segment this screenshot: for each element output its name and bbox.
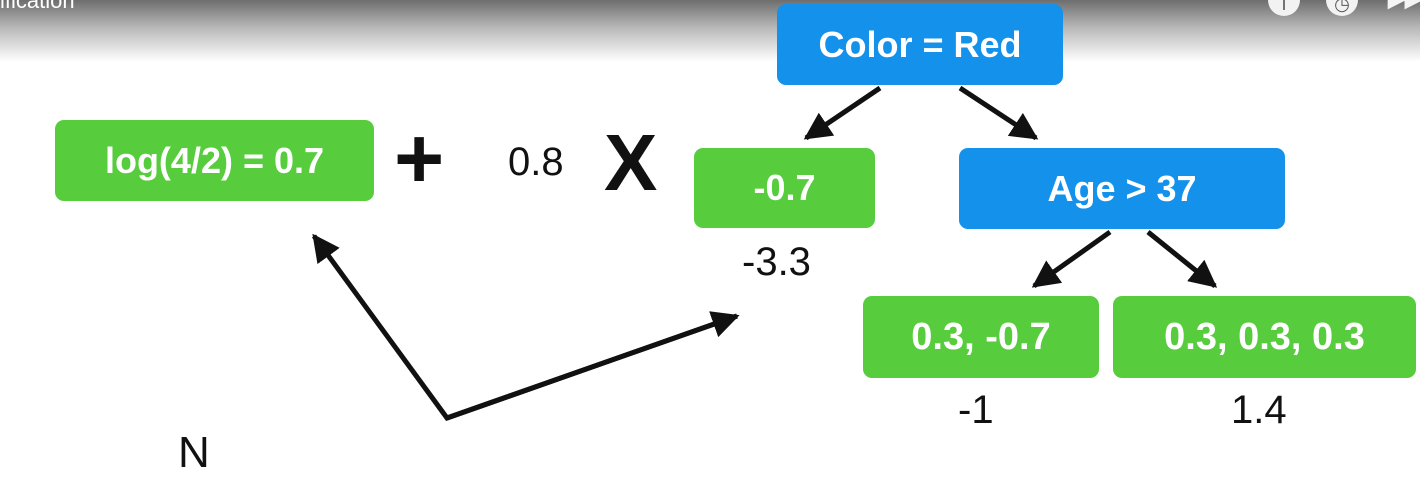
left-leaf-output-value: -3.3 [742, 240, 811, 284]
left-leaf-box: -0.7 [694, 148, 875, 228]
leaf-b-output-value: 1.4 [1231, 388, 1287, 432]
times-sign: X [604, 118, 658, 207]
caption-partial-text: N [178, 428, 210, 477]
leaf-b-box: 0.3, 0.3, 0.3 [1113, 296, 1416, 378]
info-icon[interactable]: i [1268, 0, 1300, 16]
learning-rate-value: 0.8 [508, 140, 564, 184]
arrow-root-to-age-node [958, 85, 1039, 141]
video-top-bar [0, 0, 1420, 62]
leaf-a-box: 0.3, -0.7 [863, 296, 1099, 378]
plus-sign: + [394, 111, 445, 207]
clock-icon[interactable]: ◷ [1326, 0, 1358, 16]
arrow-pointer-start-head [446, 311, 740, 421]
age-node-box: Age > 37 [959, 148, 1285, 229]
root-node-color-red: Color = Red [777, 4, 1063, 85]
video-title[interactable]: ification [0, 0, 75, 13]
arrow-root-to-left-leaf [803, 85, 882, 141]
arrow-age-to-leaf-a [1031, 229, 1112, 289]
initial-prediction-box: log(4/2) = 0.7 [55, 120, 374, 201]
next-icon[interactable]: ▶▶ [1388, 0, 1420, 12]
arrow-age-to-leaf-b [1146, 230, 1218, 288]
leaf-a-output-value: -1 [958, 388, 994, 432]
diagram-arrows [311, 85, 1218, 421]
